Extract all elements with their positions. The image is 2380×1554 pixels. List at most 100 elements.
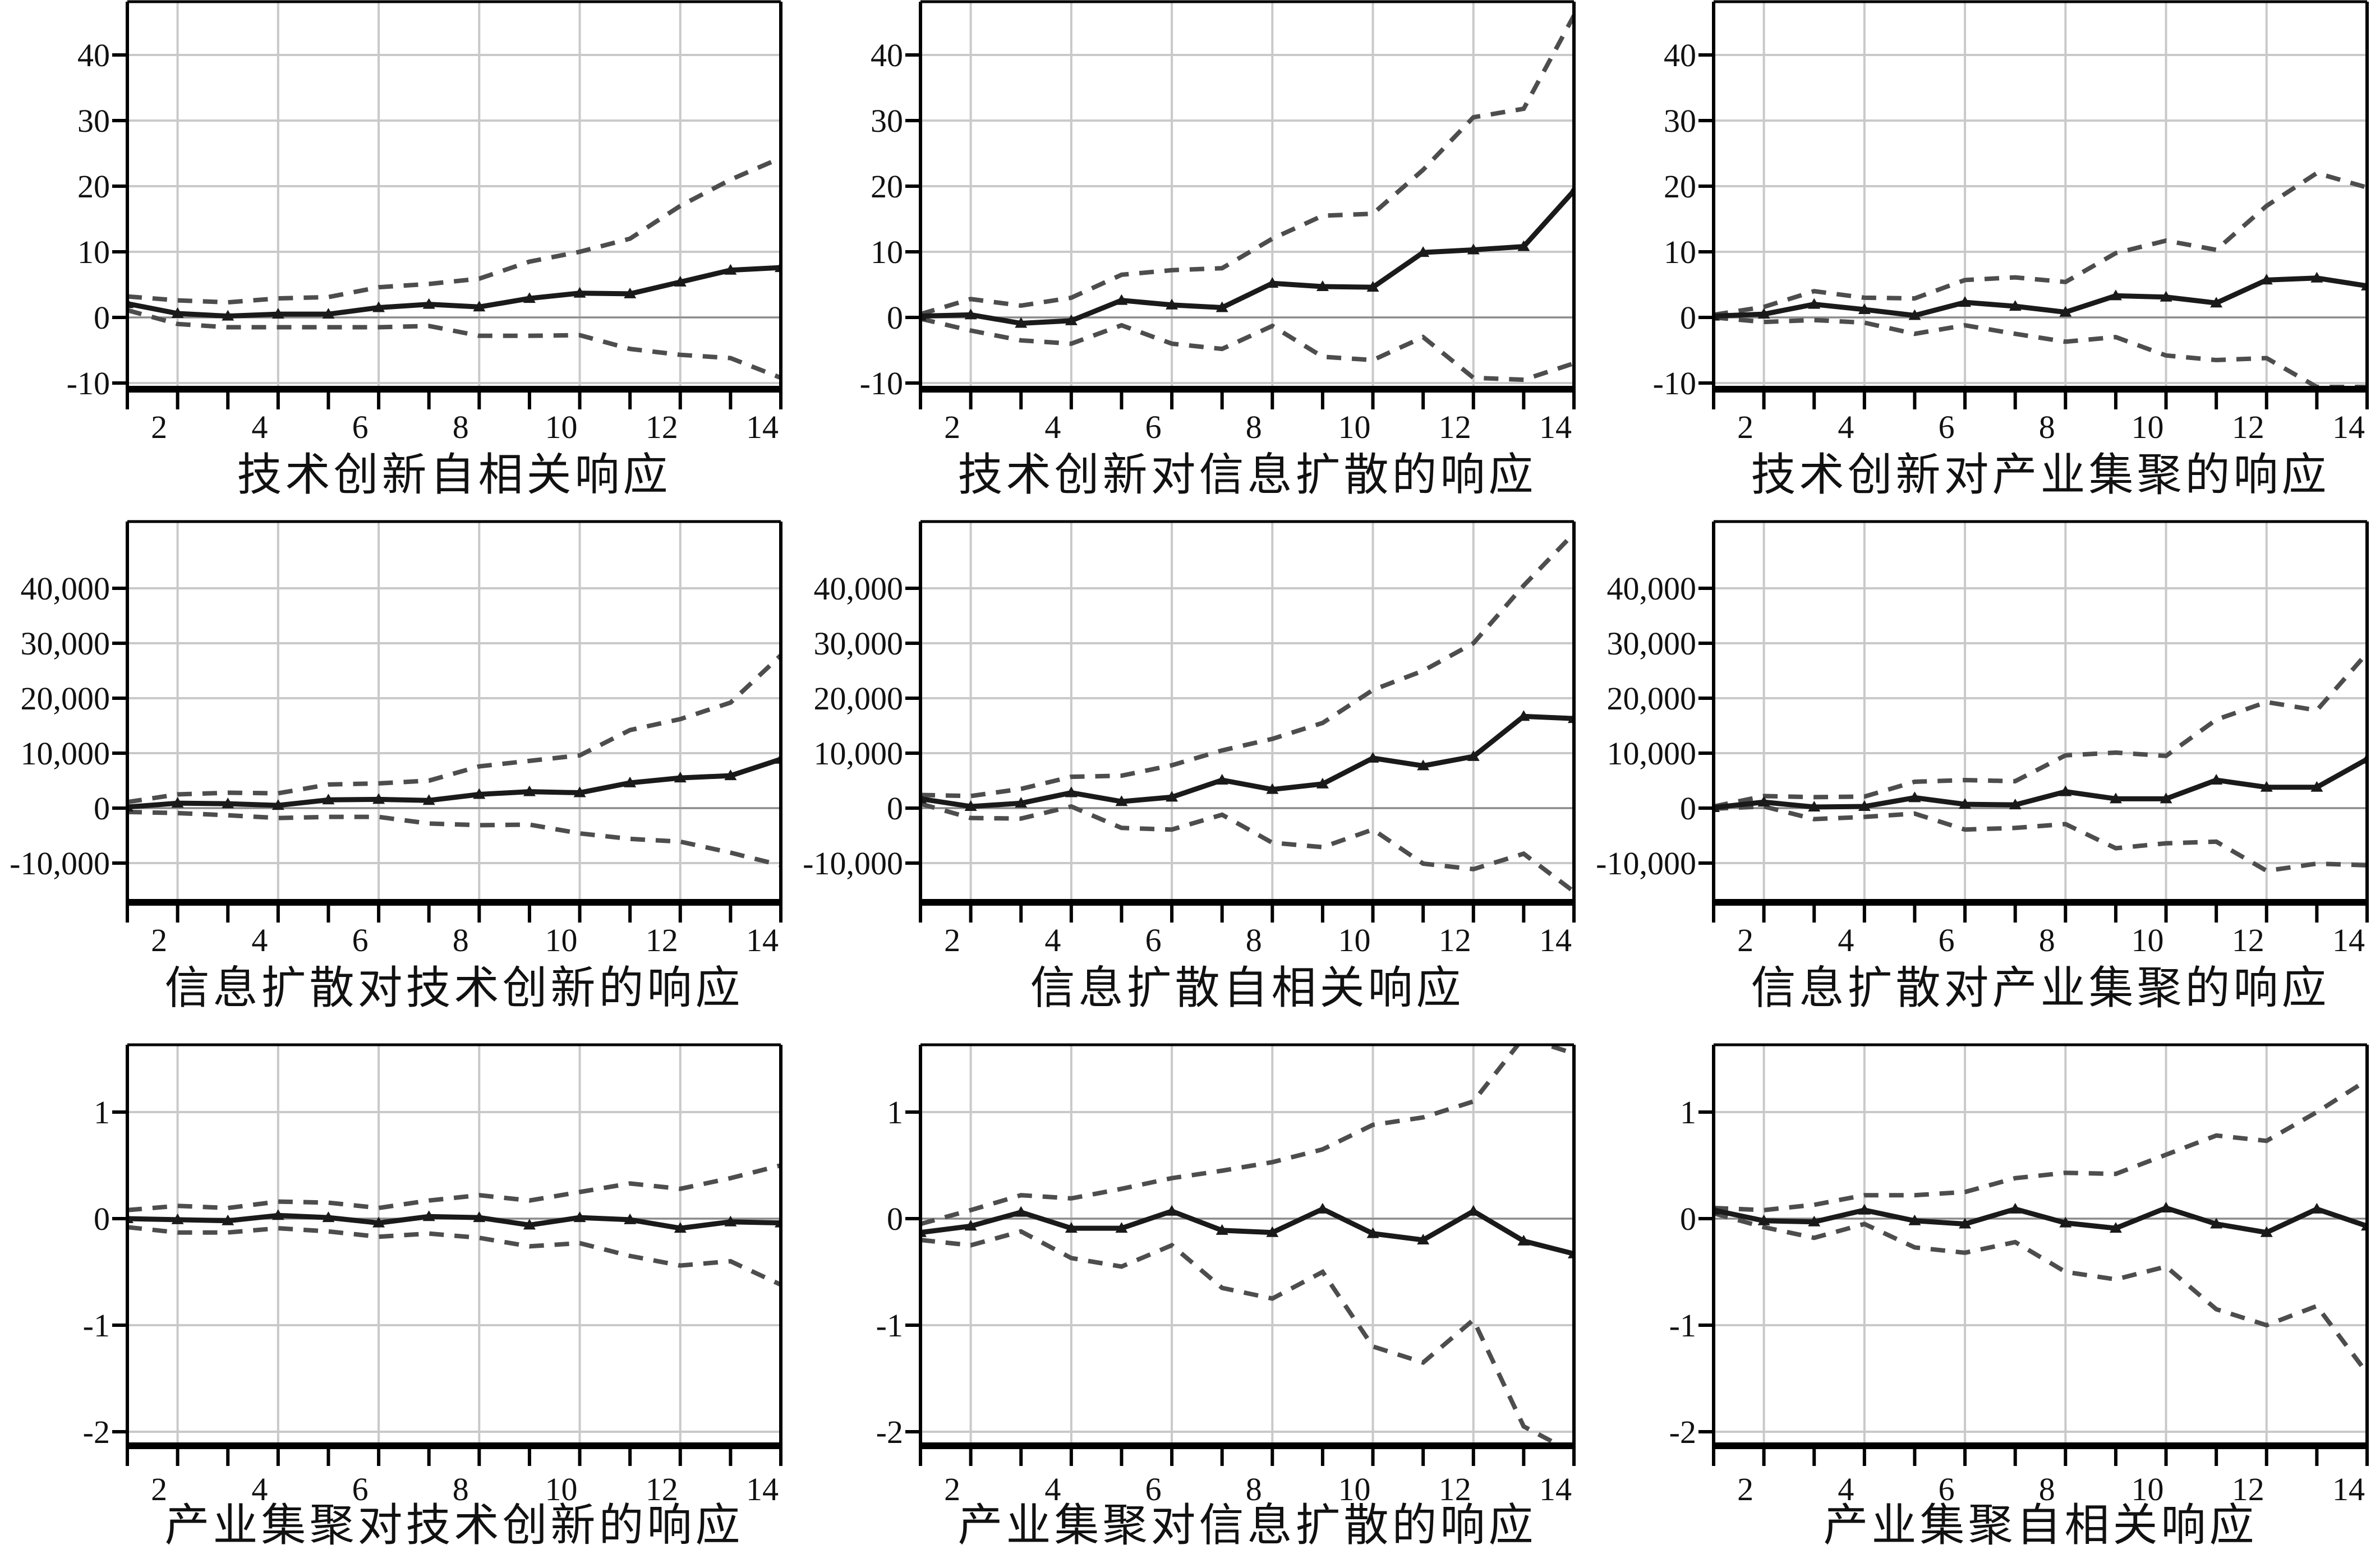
- y-tick-label: 20: [77, 168, 110, 205]
- tick-marks: [905, 53, 1576, 409]
- triangle-marker: [1959, 1218, 1972, 1229]
- tick-marks: [112, 1110, 782, 1466]
- tick-marks: [905, 587, 1576, 923]
- series-group: [920, 1045, 1574, 1446]
- triangle-marker: [473, 301, 486, 312]
- x-tick-label: 2: [1737, 409, 1753, 445]
- tick-marks: [112, 587, 782, 923]
- plot-frame: [126, 520, 782, 906]
- triangle-marker: [1908, 791, 1921, 803]
- triangle-marker: [271, 799, 284, 810]
- y-tick-label: 10: [77, 234, 110, 270]
- x-tick-label: 8: [2039, 922, 2055, 958]
- triangle-marker: [1366, 1227, 1379, 1238]
- series-group: [127, 156, 781, 380]
- y-tick-label: 30: [871, 103, 903, 139]
- triangle-marker: [422, 1210, 435, 1221]
- x-tick-label: 10: [545, 922, 578, 958]
- triangle-marker: [1417, 759, 1430, 771]
- y-tick-label: -2: [1669, 1414, 1696, 1450]
- triangle-marker: [1166, 791, 1179, 802]
- x-tick-label: 12: [2232, 409, 2264, 445]
- x-tick-label: 2: [944, 1471, 960, 1507]
- triangle-marker: [473, 1211, 486, 1223]
- upper-confidence-band: [1714, 170, 2367, 317]
- gridlines: [920, 522, 1574, 902]
- triangle-marker: [1115, 294, 1128, 305]
- y-tick-label: -10,000: [1596, 845, 1696, 882]
- triangle-marker: [1015, 317, 1028, 328]
- triangle-marker: [674, 1222, 687, 1233]
- x-tick-label: 12: [646, 409, 678, 445]
- x-tick-label: 10: [1338, 1471, 1371, 1507]
- y-axis-labels: 40,000 30,000 20,000 10,000 0 -10,000: [803, 570, 903, 882]
- series-group: [1714, 170, 2367, 389]
- triangle-marker: [473, 788, 486, 799]
- y-axis-labels: 1 0 -1 -2: [83, 1094, 110, 1450]
- tick-marks: [905, 1110, 1576, 1466]
- y-tick-label: 1: [94, 1094, 110, 1131]
- chart-cell-8: 产业集聚自相关响应 1 0 -1 -2 2 4 6 8 10 12 14: [1586, 1026, 2379, 1551]
- lower-confidence-band: [1714, 315, 2367, 389]
- point-markers: [127, 1209, 781, 1233]
- triangle-marker: [1266, 783, 1279, 794]
- triangle-marker: [573, 287, 586, 298]
- x-tick-label: 10: [1338, 922, 1371, 958]
- x-tick-label: 4: [1044, 409, 1061, 445]
- x-tick-label: 12: [2232, 1471, 2264, 1507]
- x-tick-label: 6: [352, 922, 369, 958]
- triangle-marker: [222, 797, 234, 809]
- y-tick-label: 40,000: [21, 570, 111, 607]
- gridlines: [127, 2, 781, 389]
- y-tick-label: -10,000: [803, 845, 903, 882]
- irf-chart-svg: 40 30 20 10 0 -10 2 4 6 8 10 12 14: [67, 0, 782, 445]
- triangle-marker: [322, 794, 335, 805]
- upper-confidence-band: [127, 1163, 781, 1212]
- triangle-marker: [1959, 296, 1972, 307]
- x-tick-label: 6: [352, 1471, 369, 1507]
- y-tick-label: 30: [1664, 103, 1696, 139]
- x-tick-label: 8: [453, 1471, 469, 1507]
- y-tick-label: 20,000: [1607, 680, 1697, 717]
- x-tick-label: 12: [1439, 1471, 1471, 1507]
- x-tick-label: 14: [746, 409, 779, 445]
- triangle-marker: [2109, 289, 2122, 301]
- triangle-marker: [1366, 281, 1379, 292]
- triangle-marker: [2260, 781, 2273, 792]
- x-tick-label: 8: [2039, 1471, 2055, 1507]
- triangle-marker: [2059, 306, 2072, 317]
- x-tick-label: 14: [1539, 409, 1572, 445]
- x-tick-label: 6: [1939, 409, 1955, 445]
- x-tick-label: 12: [1439, 409, 1471, 445]
- triangle-marker: [2310, 781, 2323, 792]
- triangle-marker: [2260, 274, 2273, 285]
- chart-cell-2: 技术创新对产业集聚的响应 40 30 20 10 0 -10 2 4 6 8 10 12 14: [1586, 0, 2379, 513]
- irf-chart-svg: 10-1-22 4 6 8 10 12 14: [1669, 1043, 2369, 1507]
- x-tick-label: 14: [1539, 922, 1572, 958]
- triangle-marker: [1065, 786, 1078, 797]
- tick-marks: [112, 53, 782, 409]
- triangle-marker: [372, 301, 385, 312]
- triangle-marker: [624, 1213, 637, 1224]
- lower-confidence-band: [127, 1225, 781, 1287]
- y-tick-label: -2: [876, 1414, 903, 1450]
- triangle-marker: [2160, 792, 2172, 804]
- y-axis-labels: 40 30 20 10 0 -10: [860, 37, 903, 402]
- x-tick-label: 6: [1939, 1471, 1955, 1507]
- triangle-marker: [1517, 1234, 1530, 1246]
- irf-chart-svg: 40,000 30,000 20,000 10,000 0 -10,000 2 4 6 8 10 12…: [10, 520, 782, 958]
- series-group: [127, 653, 781, 868]
- irf-chart-svg: 40 30 20 10 0 -10 2 4 6 8 10 12 14: [1653, 0, 2369, 445]
- y-tick-label: 0: [887, 299, 903, 336]
- irf-chart-svg: 10-1-22 4 6 8 10 12 14: [83, 1043, 782, 1507]
- x-axis-labels: 2 4 6 8 10 12 14: [944, 1471, 1572, 1507]
- x-tick-label: 4: [251, 1471, 268, 1507]
- plot-frame: [919, 1043, 1576, 1449]
- y-tick-label: -10: [860, 365, 903, 402]
- triangle-marker: [2009, 1202, 2022, 1214]
- y-tick-label: -2: [83, 1414, 110, 1450]
- x-axis-labels: 2 4 6 8 10 12 14: [1737, 409, 2365, 445]
- plot-frame: [1712, 0, 2369, 393]
- triangle-marker: [2009, 300, 2022, 311]
- point-markers: [920, 185, 1574, 328]
